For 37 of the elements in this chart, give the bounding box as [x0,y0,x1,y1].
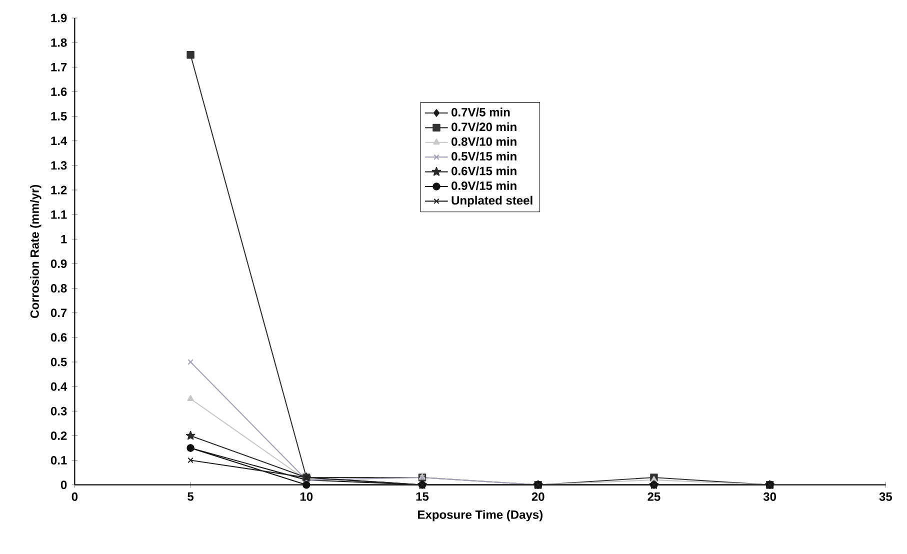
y-tick-label: 1.9 [51,14,67,22]
x-tick-label: 30 [763,492,776,501]
y-tick-label: 0.1 [50,456,67,464]
x-tick-label: 0 [72,492,78,501]
y-tick-label: 0.9 [50,259,67,268]
legend-label: 0.6V/15 min [452,166,516,176]
legend-label: 0.8V/10 min [452,136,516,146]
legend-label: 0.7V/20 min [452,122,516,132]
y-tick-label: 1.5 [51,112,67,120]
x-tick-label: 10 [300,492,313,501]
legend-label: Unplated steel [452,196,532,207]
x-axis-title: Exposure Time (Days) [418,510,543,522]
y-tick-label: 0.4 [50,382,68,391]
y-tick-label: 1.8 [51,38,67,47]
x-tick-label: 15 [416,492,429,501]
y-tick-label: 0 [60,480,67,490]
legend-label: 0.9V/15 min [452,181,516,190]
y-tick-label: 1 [61,234,67,244]
legend-label: 0.7V/5 min [452,108,510,116]
y-tick-label: 0.8 [50,284,67,292]
y-tick-label: 0.6 [50,333,67,342]
x-tick-label: 5 [188,492,194,501]
y-tick-label: 0.5 [50,358,67,366]
y-tick-label: 1.6 [51,87,67,96]
y-tick-label: 1.7 [51,62,67,72]
x-tick-label: 20 [532,492,544,501]
legend-label: 0.5V/15 min [452,152,516,161]
y-axis-title: Corrosion Rate (mm/yr) [30,184,42,318]
x-tick-label: 35 [879,492,892,501]
y-tick-label: 0.3 [50,406,67,416]
y-tick-label: 1.4 [51,136,68,145]
x-tick-label: 25 [648,492,660,501]
y-tick-label: 0.7 [50,308,67,318]
y-tick-label: 1.3 [51,161,67,170]
y-tick-label: 0.2 [50,431,67,440]
y-tick-label: 1.2 [51,186,67,194]
y-tick-label: 1.1 [51,210,67,219]
